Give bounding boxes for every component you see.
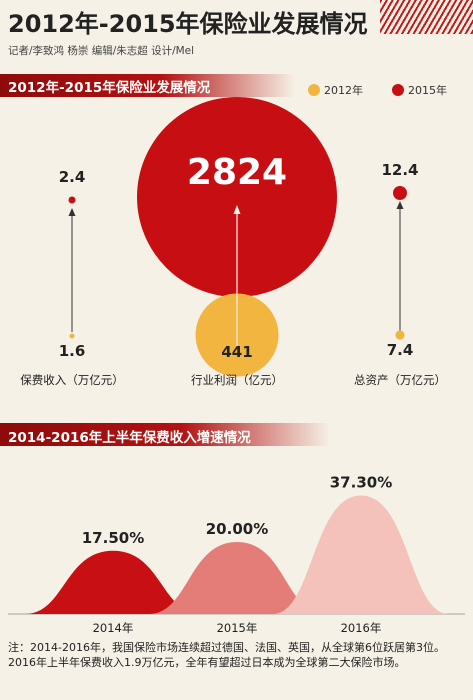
bubble-chart: 2.4 1.6 12.4 7.4 2824 441 保费收入（万亿元） 行业利润（亿元） 总资产… xyxy=(20,97,446,387)
section2-title: 2014-2016年上半年保费收入增速情况 xyxy=(8,430,251,446)
bell-category-label-2: 2016年 xyxy=(341,621,382,635)
value-label-2015-2: 12.4 xyxy=(381,161,418,179)
value-label-2015-0: 2.4 xyxy=(59,168,86,186)
section1-band xyxy=(0,74,295,97)
legend-swatch-2012 xyxy=(308,84,320,96)
bell-value-label-2: 37.30% xyxy=(330,473,392,491)
value-label-2012-0: 1.6 xyxy=(59,342,86,360)
bell-0 xyxy=(25,550,201,614)
title-decoration xyxy=(380,0,473,34)
category-label-0: 保费收入（万亿元） xyxy=(20,373,124,387)
category-label-1: 行业利润（亿元） xyxy=(191,373,283,387)
value-label-2012-2: 7.4 xyxy=(387,341,414,359)
section2-band xyxy=(0,423,330,446)
bubble-2012-2 xyxy=(395,330,405,340)
bubble-2015-profit xyxy=(137,97,337,297)
bell-category-label-1: 2015年 xyxy=(217,621,258,635)
bubble-2015-0 xyxy=(68,196,76,204)
legend-item-2012: 2012年 xyxy=(308,82,363,98)
legend-item-2015: 2015年 xyxy=(392,82,447,98)
credits: 记者/李致鸿 杨崇 编辑/朱志超 设计/Mel xyxy=(8,45,195,57)
growth-arrowhead-0 xyxy=(68,208,76,216)
bubble-2012-0 xyxy=(69,333,75,339)
bell-1 xyxy=(149,542,325,614)
bell-value-label-1: 20.00% xyxy=(206,520,268,538)
bell-value-label-0: 17.50% xyxy=(82,529,144,547)
bell-2 xyxy=(273,495,449,614)
bell-category-label-0: 2014年 xyxy=(93,621,134,635)
bubble-2015-2 xyxy=(393,186,407,200)
note-line-2: 2016年上半年保费收入1.9万亿元，全年有望超过日本成为全球第二大保险市场。 xyxy=(8,656,406,669)
note-line-1: 注：2014-2016年，我国保险市场连续超过德国、法国、英国，从全球第6位跃居… xyxy=(8,641,445,654)
section1-title: 2012年-2015年保险业发展情况 xyxy=(8,80,211,96)
value-label-2015-1: 2824 xyxy=(187,152,287,193)
value-label-2012-1: 441 xyxy=(221,343,252,361)
growth-arrowhead-1 xyxy=(233,205,241,214)
growth-arrowhead-2 xyxy=(396,201,404,209)
notes: 注：2014-2016年，我国保险市场连续超过德国、法国、英国，从全球第6位跃居… xyxy=(8,640,466,670)
legend-label-2012: 2012年 xyxy=(324,84,363,97)
category-label-2: 总资产（万亿元） xyxy=(354,373,446,387)
legend-label-2015: 2015年 xyxy=(408,84,447,97)
page-title: 2012年-2015年保险业发展情况 xyxy=(8,10,368,38)
legend-swatch-2015 xyxy=(392,84,404,96)
